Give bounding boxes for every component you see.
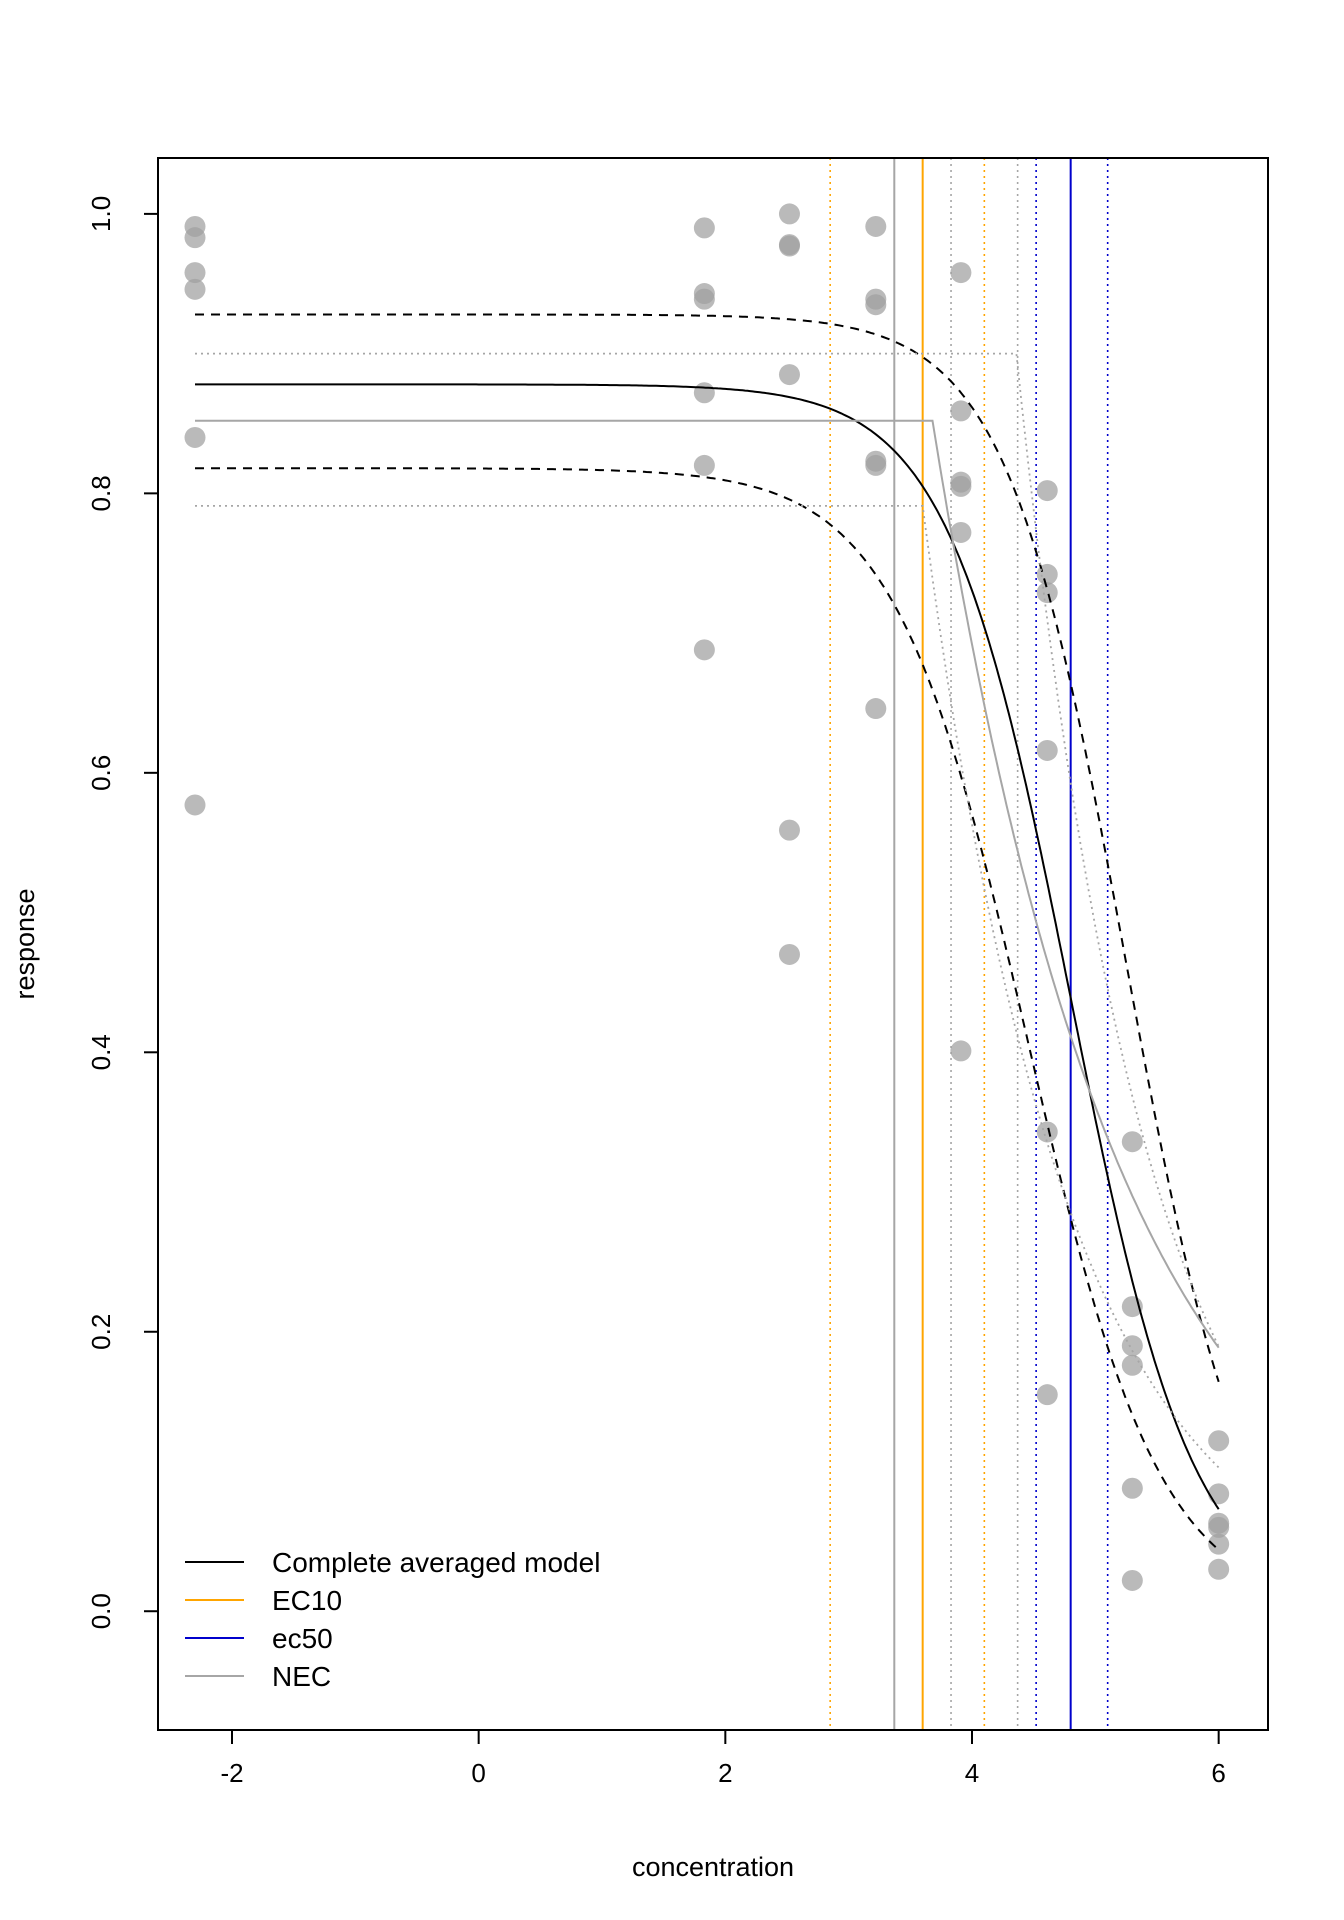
data-point [1121, 1335, 1143, 1357]
legend-label: EC10 [272, 1585, 342, 1616]
data-point [778, 819, 800, 841]
data-point [1121, 1477, 1143, 1499]
data-points [184, 203, 1230, 1591]
data-point [184, 794, 206, 816]
x-axis: -2 0 2 4 6 [220, 1730, 1226, 1788]
data-point [1121, 1569, 1143, 1591]
y-tick-label: 0.8 [86, 475, 116, 511]
x-tick-label: 6 [1211, 1758, 1225, 1788]
x-tick-label: 0 [471, 1758, 485, 1788]
data-point [693, 382, 715, 404]
data-point [693, 217, 715, 239]
data-point [693, 639, 715, 661]
data-point [184, 278, 206, 300]
data-point [950, 400, 972, 422]
data-point [865, 215, 887, 237]
data-point [693, 454, 715, 476]
nec-model-curve [195, 419, 1220, 1349]
data-point [1121, 1131, 1143, 1153]
y-tick-label: 1.0 [86, 196, 116, 232]
averaged-model-curve [195, 383, 1220, 1510]
legend-label: Complete averaged model [272, 1547, 600, 1578]
data-point [865, 294, 887, 316]
y-tick-label: 0.6 [86, 755, 116, 791]
nec-lower-ci-curve [195, 505, 1220, 1469]
data-point [950, 521, 972, 543]
y-axis-title: response [10, 888, 40, 999]
averaged-lower-ci-curve [195, 467, 1220, 1551]
data-point [184, 227, 206, 249]
data-point [1208, 1516, 1230, 1538]
data-point [778, 943, 800, 965]
y-tick-label: 0.0 [86, 1593, 116, 1629]
data-point [865, 454, 887, 476]
data-point [1208, 1558, 1230, 1580]
data-point [1036, 1121, 1058, 1143]
data-point [1208, 1483, 1230, 1505]
x-tick-label: -2 [220, 1758, 243, 1788]
data-point [693, 288, 715, 310]
data-point [778, 364, 800, 386]
data-point [778, 235, 800, 257]
nec-upper-ci-curve [195, 352, 1220, 1347]
x-tick-label: 4 [965, 1758, 979, 1788]
data-point [1036, 582, 1058, 604]
data-point [950, 262, 972, 284]
x-axis-title: concentration [632, 1852, 794, 1882]
threshold-lines [829, 158, 1109, 1730]
data-point [184, 426, 206, 448]
plot-frame [157, 157, 1269, 1731]
y-tick-label: 0.4 [86, 1034, 116, 1070]
x-tick-label: 2 [718, 1758, 732, 1788]
data-point [778, 203, 800, 225]
y-axis: 0.0 0.2 0.4 0.6 0.8 1.0 [86, 196, 158, 1629]
data-point [1036, 1384, 1058, 1406]
data-point [1036, 739, 1058, 761]
legend: Complete averaged model EC10 ec50 NEC [185, 1547, 600, 1692]
data-point [184, 262, 206, 284]
model-curves [195, 313, 1220, 1551]
y-tick-label: 0.2 [86, 1314, 116, 1350]
data-point [1036, 480, 1058, 502]
data-point [1208, 1430, 1230, 1452]
legend-label: ec50 [272, 1623, 333, 1654]
data-point [1208, 1533, 1230, 1555]
data-point [865, 698, 887, 720]
legend-label: NEC [272, 1661, 331, 1692]
data-point [950, 1040, 972, 1062]
data-point [1121, 1354, 1143, 1376]
data-point [950, 475, 972, 497]
